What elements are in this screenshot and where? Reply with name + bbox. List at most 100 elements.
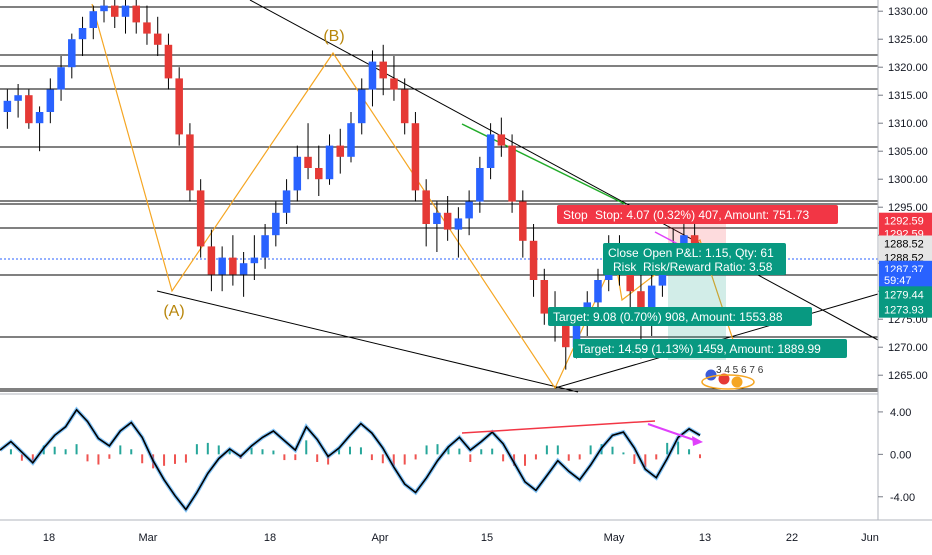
candle-body[interactable]	[680, 235, 688, 247]
histogram-bar	[677, 441, 680, 455]
divergence-line-magenta[interactable]	[647, 423, 698, 442]
price-tag-box	[879, 301, 932, 318]
candle-body[interactable]	[443, 212, 452, 230]
histogram-bar	[250, 447, 253, 455]
candle-body[interactable]	[272, 212, 280, 236]
candle-body[interactable]	[25, 95, 33, 124]
candle-body[interactable]	[46, 89, 55, 112]
histogram-bar	[458, 448, 461, 455]
candle-body[interactable]	[647, 285, 656, 314]
trend-line-lower[interactable]	[156, 290, 579, 393]
candle-body[interactable]	[110, 5, 119, 17]
candle-body[interactable]	[454, 218, 463, 230]
candle-body[interactable]	[293, 156, 302, 191]
histogram-bar	[370, 454, 373, 461]
candle-body[interactable]	[347, 123, 355, 157]
candle-body[interactable]	[89, 11, 98, 28]
candle-body[interactable]	[400, 89, 409, 124]
time-axis[interactable]: 18 Mar 18 Apr 15 May 13 22 Jun	[43, 532, 879, 544]
candle-body[interactable]	[175, 78, 183, 135]
candle-body[interactable]	[164, 44, 173, 79]
candle-body[interactable]	[368, 61, 377, 90]
candle-body[interactable]	[390, 78, 398, 90]
candle-body[interactable]	[626, 268, 634, 292]
candle-body[interactable]	[143, 22, 151, 34]
histogram-bar	[436, 444, 439, 455]
candle-body[interactable]	[540, 280, 549, 314]
target1-tag[interactable]: Target: 9.08 (0.70%) 908, Amount: 1553.8…	[548, 307, 812, 326]
candle-body[interactable]	[196, 190, 205, 247]
candle-body[interactable]	[529, 240, 538, 280]
candle-body[interactable]	[282, 190, 291, 213]
candle-body[interactable]	[637, 291, 645, 314]
divergence-line-red[interactable]	[461, 420, 656, 434]
candle-body[interactable]	[572, 324, 581, 348]
candle-body[interactable]	[476, 168, 484, 202]
pnl-line1: Open P&L: 1.15, Qty: 61	[643, 246, 774, 260]
candle-body[interactable]	[35, 112, 44, 124]
histogram-bar	[545, 445, 548, 455]
histogram-bar	[272, 450, 275, 455]
candle-body[interactable]	[497, 134, 506, 146]
candle-body[interactable]	[465, 201, 473, 219]
candle-body[interactable]	[315, 168, 323, 180]
candle-body[interactable]	[14, 95, 22, 101]
histogram-bar	[381, 454, 384, 464]
histogram-bar	[688, 449, 691, 455]
oscillator-axis[interactable]: 4.00 0.00 -4.00	[878, 407, 915, 504]
pnl-tag[interactable]: Close Risk Open P&L: 1.15, Qty: 61 Risk/…	[603, 243, 786, 275]
histogram-bar	[589, 445, 592, 455]
candle-body[interactable]	[508, 145, 516, 202]
candle-body[interactable]	[486, 134, 495, 168]
candle-body[interactable]	[57, 67, 65, 90]
candle-body[interactable]	[325, 145, 334, 180]
candle-body[interactable]	[239, 263, 248, 275]
price-tick-label: 1270.00	[888, 342, 928, 354]
candle-body[interactable]	[411, 123, 420, 191]
candle-body[interactable]	[207, 246, 216, 275]
candle-body[interactable]	[229, 257, 237, 275]
target2-tag[interactable]: Target: 14.59 (1.13%) 1459, Amount: 1889…	[573, 339, 847, 358]
histogram-bar	[622, 452, 625, 455]
candle-body[interactable]	[121, 5, 130, 17]
candle-body[interactable]	[132, 5, 140, 23]
price-tag-box	[879, 212, 932, 229]
price-tick-label: 1310.00	[888, 118, 928, 130]
close-risk-box	[603, 243, 641, 275]
histogram-bar	[655, 454, 658, 460]
candle-body[interactable]	[336, 145, 345, 157]
candle-body[interactable]	[422, 190, 430, 224]
price-tick-label: 1330.00	[888, 6, 928, 18]
candle-body[interactable]	[153, 33, 162, 45]
candle-body[interactable]	[186, 134, 194, 191]
candle-body[interactable]	[250, 257, 259, 264]
trend-line-upper[interactable]	[249, 0, 879, 341]
stop-tag[interactable]: Stop Stop: 4.07 (0.32%) 407, Amount: 751…	[557, 205, 838, 224]
histogram-bar	[283, 454, 286, 461]
time-tick-label: Mar	[139, 532, 158, 544]
histogram-bar	[403, 454, 406, 465]
candle-body[interactable]	[357, 89, 366, 124]
histogram-bar	[86, 454, 89, 462]
histogram-bar	[327, 454, 330, 465]
candle-body[interactable]	[433, 212, 441, 224]
histogram-bar	[611, 446, 614, 455]
histogram-bar	[294, 454, 297, 461]
candle-body[interactable]	[379, 61, 387, 79]
candle-body[interactable]	[68, 39, 76, 68]
wave-label-b: (B)	[323, 28, 344, 45]
candle-body[interactable]	[304, 156, 312, 168]
economic-events[interactable]: 3 4 5 6 7 6	[701, 365, 764, 390]
histogram-bar	[349, 446, 351, 455]
candle-body[interactable]	[519, 201, 527, 241]
candle-body[interactable]	[261, 235, 269, 258]
candle-body[interactable]	[3, 100, 12, 112]
oscillator-line[interactable]	[0, 408, 701, 511]
candle-body[interactable]	[690, 235, 699, 247]
candle-body[interactable]	[218, 257, 226, 275]
candle-body[interactable]	[100, 5, 108, 12]
candle-body[interactable]	[594, 280, 602, 303]
candle-body[interactable]	[78, 28, 87, 40]
candle-body[interactable]	[562, 324, 570, 348]
